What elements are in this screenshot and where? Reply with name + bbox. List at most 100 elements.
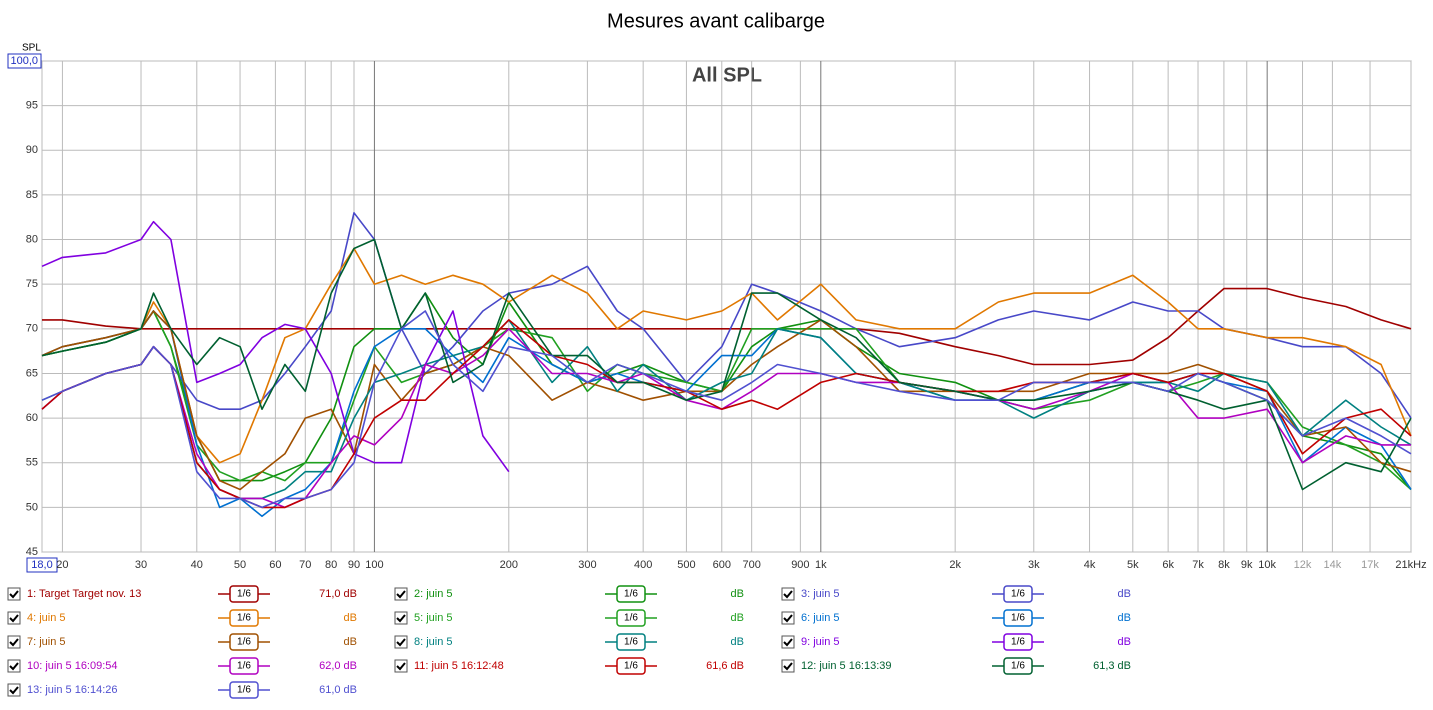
legend-checkbox[interactable] bbox=[781, 659, 795, 673]
legend-checkbox[interactable] bbox=[781, 635, 795, 649]
legend-checkbox[interactable] bbox=[7, 587, 21, 601]
y-tick-label: 55 bbox=[26, 457, 38, 469]
legend-item[interactable]: 9: juin 5 1/6 dB bbox=[781, 633, 1131, 651]
x-tick-label: 17k bbox=[1361, 559, 1379, 571]
y-tick-label: 50 bbox=[26, 501, 38, 513]
smoothing-label: 1/6 bbox=[1011, 589, 1025, 600]
legend-level: dB bbox=[731, 588, 744, 600]
legend-item[interactable]: 7: juin 5 1/6 dB bbox=[7, 633, 357, 651]
y-axis-label: SPL bbox=[22, 43, 41, 54]
smoothing-button[interactable] bbox=[616, 609, 646, 627]
smoothing-button[interactable] bbox=[1003, 633, 1033, 651]
x-tick-label: 12k bbox=[1294, 559, 1312, 571]
smoothing-button[interactable] bbox=[229, 609, 259, 627]
legend-label: 3: juin 5 bbox=[801, 588, 840, 600]
x-tick-label: 40 bbox=[191, 559, 203, 571]
plot-area bbox=[41, 60, 1412, 553]
series-line bbox=[42, 287, 1412, 366]
tick-box bbox=[26, 557, 58, 573]
legend-item[interactable]: 2: juin 5 1/6 dB bbox=[394, 585, 744, 603]
legend-checkbox[interactable] bbox=[394, 635, 408, 649]
y-tick-label: 65 bbox=[26, 367, 38, 379]
legend-level: dB bbox=[731, 636, 744, 648]
legend-item[interactable]: 12: juin 5 16:13:39 1/6 61,3 dB bbox=[781, 657, 1131, 675]
legend-item[interactable]: 5: juin 5 1/6 dB bbox=[394, 609, 744, 627]
y-tick-label: 85 bbox=[26, 189, 38, 201]
legend-checkbox[interactable] bbox=[394, 587, 408, 601]
x-tick-label: 70 bbox=[299, 559, 311, 571]
legend-item[interactable]: 10: juin 5 16:09:54 1/6 62,0 dB bbox=[7, 657, 357, 675]
legend-label: 13: juin 5 16:14:26 bbox=[27, 684, 118, 696]
x-tick-label: 18,0 bbox=[31, 559, 52, 571]
legend-checkbox[interactable] bbox=[394, 611, 408, 625]
x-tick-label: 30 bbox=[135, 559, 147, 571]
series-line bbox=[41, 212, 1412, 419]
smoothing-label: 1/6 bbox=[624, 637, 638, 648]
x-tick-label: 9k bbox=[1241, 559, 1253, 571]
series-line bbox=[41, 310, 1412, 509]
legend-level: dB bbox=[731, 612, 744, 624]
x-tick-label: 4k bbox=[1084, 559, 1096, 571]
smoothing-button[interactable] bbox=[616, 633, 646, 651]
smoothing-button[interactable] bbox=[229, 633, 259, 651]
smoothing-button[interactable] bbox=[229, 585, 259, 603]
checkmark bbox=[9, 686, 19, 695]
legend-checkbox[interactable] bbox=[781, 611, 795, 625]
legend-item[interactable]: 4: juin 5 1/6 dB bbox=[7, 609, 357, 627]
legend-level: dB bbox=[344, 612, 357, 624]
x-tick-label: 80 bbox=[325, 559, 337, 571]
smoothing-label: 1/6 bbox=[237, 613, 251, 624]
legend-level: dB bbox=[1118, 636, 1131, 648]
smoothing-label: 1/6 bbox=[1011, 661, 1025, 672]
legend-item[interactable]: 13: juin 5 16:14:26 1/6 61,0 dB bbox=[7, 681, 357, 699]
legend-level: 62,0 dB bbox=[319, 660, 357, 672]
legend-level: 61,0 dB bbox=[319, 684, 357, 696]
x-tick-label: 700 bbox=[742, 559, 760, 571]
legend-level: dB bbox=[1118, 612, 1131, 624]
legend-checkbox[interactable] bbox=[7, 683, 21, 697]
smoothing-button[interactable] bbox=[1003, 609, 1033, 627]
smoothing-button[interactable] bbox=[229, 681, 259, 699]
x-tick-label: 10k bbox=[1258, 559, 1276, 571]
legend-checkbox[interactable] bbox=[7, 635, 21, 649]
tick-box bbox=[7, 53, 42, 69]
x-tick-label: 50 bbox=[234, 559, 246, 571]
smoothing-label: 1/6 bbox=[624, 613, 638, 624]
smoothing-button[interactable] bbox=[1003, 585, 1033, 603]
legend-label: 8: juin 5 bbox=[414, 636, 453, 648]
legend-checkbox[interactable] bbox=[781, 587, 795, 601]
y-tick-label: 80 bbox=[26, 233, 38, 245]
legend-item[interactable]: 8: juin 5 1/6 dB bbox=[394, 633, 744, 651]
smoothing-label: 1/6 bbox=[237, 661, 251, 672]
series-line bbox=[41, 247, 1412, 464]
series-line bbox=[41, 310, 1412, 491]
y-tick-label: 95 bbox=[26, 100, 38, 112]
legend-label: 9: juin 5 bbox=[801, 636, 840, 648]
legend-item[interactable]: 3: juin 5 1/6 dB bbox=[781, 585, 1131, 603]
smoothing-button[interactable] bbox=[1003, 657, 1033, 675]
legend-label: 5: juin 5 bbox=[414, 612, 453, 624]
legend-checkbox[interactable] bbox=[394, 659, 408, 673]
smoothing-label: 1/6 bbox=[237, 685, 251, 696]
legend-checkbox[interactable] bbox=[7, 659, 21, 673]
chart-subtitle: All SPL bbox=[692, 64, 762, 86]
legend-item[interactable]: 1: Target Target nov. 13 1/6 71,0 dB bbox=[7, 585, 357, 603]
checkmark bbox=[9, 614, 19, 623]
legend-item[interactable]: 11: juin 5 16:12:48 1/6 61,6 dB bbox=[394, 657, 744, 675]
x-tick-label: 14k bbox=[1324, 559, 1342, 571]
legend-label: 7: juin 5 bbox=[27, 636, 66, 648]
smoothing-button[interactable] bbox=[616, 585, 646, 603]
x-tick-label: 20 bbox=[56, 559, 68, 571]
x-tick-label: 600 bbox=[713, 559, 731, 571]
legend-label: 2: juin 5 bbox=[414, 588, 453, 600]
legend-label: 11: juin 5 16:12:48 bbox=[414, 660, 504, 672]
smoothing-label: 1/6 bbox=[237, 589, 251, 600]
smoothing-button[interactable] bbox=[616, 657, 646, 675]
x-tick-label: 900 bbox=[791, 559, 809, 571]
smoothing-button[interactable] bbox=[229, 657, 259, 675]
series-line bbox=[41, 220, 510, 473]
chart-title: Mesures avant calibarge bbox=[607, 10, 825, 32]
legend-checkbox[interactable] bbox=[7, 611, 21, 625]
x-tick-label: 300 bbox=[578, 559, 596, 571]
legend-item[interactable]: 6: juin 5 1/6 dB bbox=[781, 609, 1131, 627]
